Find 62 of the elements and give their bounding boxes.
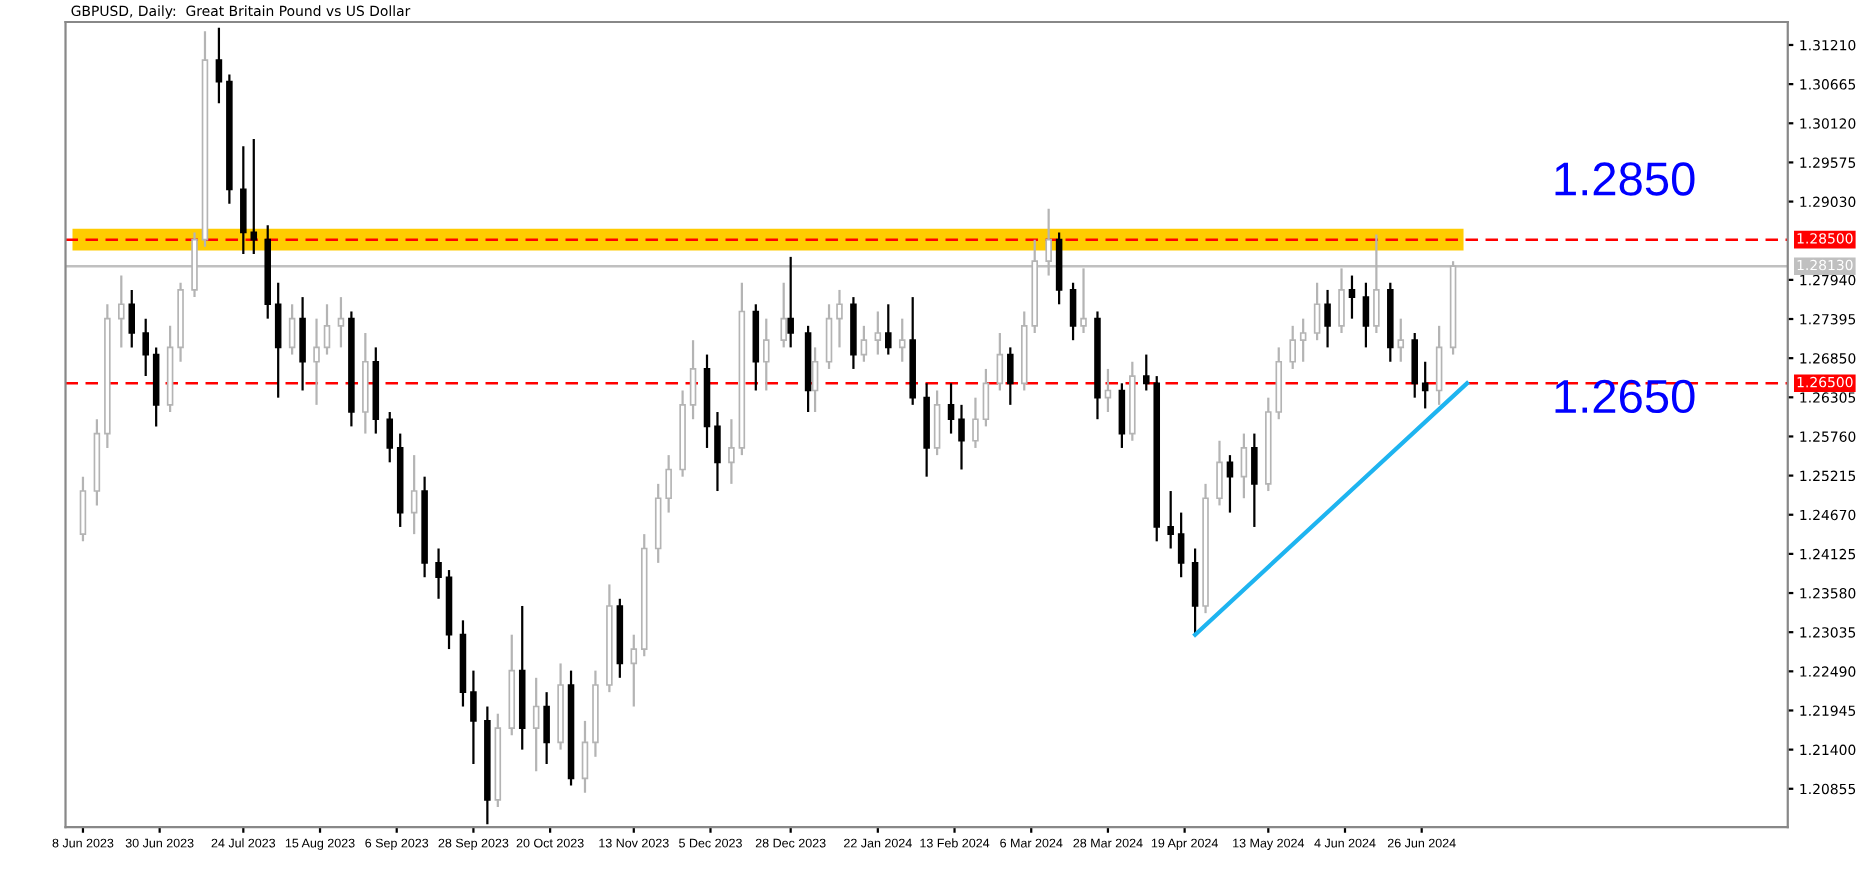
candlestick (142, 317, 149, 378)
candlestick (947, 382, 955, 435)
candlestick (714, 410, 721, 493)
candlestick (323, 303, 331, 356)
candlestick (1348, 274, 1356, 320)
candlestick (118, 274, 125, 349)
candlestick (1167, 489, 1174, 550)
candlestick (898, 317, 906, 363)
candlestick (780, 281, 787, 349)
candlestick (532, 676, 540, 773)
candlestick (972, 396, 979, 450)
candlestick (1299, 317, 1307, 363)
candlestick (860, 324, 868, 363)
candlestick (1362, 281, 1370, 349)
candlestick (299, 295, 306, 392)
candlestick (1313, 281, 1321, 342)
candlestick (1007, 346, 1014, 406)
candlestick (386, 410, 394, 464)
candlestick (665, 454, 672, 514)
candlestick (79, 475, 87, 543)
candlestick (215, 26, 223, 105)
candlestick (762, 317, 770, 392)
candlestick (1191, 547, 1199, 636)
candlestick (1216, 439, 1223, 507)
candlestick (728, 418, 735, 485)
candlestick (811, 346, 819, 414)
candlestick (1397, 317, 1405, 363)
candlestick (337, 295, 345, 349)
candlestick (933, 389, 941, 457)
candlestick (1177, 511, 1185, 579)
candlestick (1289, 324, 1296, 371)
candlestick (1411, 331, 1418, 399)
candlestick (787, 255, 794, 349)
candlestick (874, 310, 882, 356)
candlestick (825, 303, 833, 371)
candlestick (982, 367, 990, 428)
candlestick (1069, 281, 1077, 342)
annotation: 1.2650 (1555, 379, 1695, 414)
candlestick (1324, 288, 1331, 349)
candlestick (274, 281, 282, 399)
candlestick (313, 317, 320, 406)
candlestick (996, 331, 1004, 392)
candlestick (689, 339, 697, 421)
candlestick (435, 547, 442, 600)
candlestick (1226, 454, 1234, 514)
candlestick (581, 719, 589, 794)
candlestick (240, 145, 247, 256)
candlestick (1118, 382, 1126, 450)
candlestick (128, 288, 136, 349)
candlestick (1251, 432, 1258, 529)
candlestick (410, 454, 418, 536)
candlestick (543, 691, 550, 766)
candlestick (630, 633, 638, 708)
candlestick (958, 403, 965, 471)
candlestick (288, 303, 296, 356)
candlestick (885, 303, 892, 356)
candlestick (1240, 432, 1248, 500)
candlestick (836, 288, 843, 349)
candlestick (1421, 360, 1429, 410)
annotation: 1.2850 (1555, 162, 1695, 196)
candlestick (1435, 324, 1443, 406)
candlestick (470, 669, 477, 766)
